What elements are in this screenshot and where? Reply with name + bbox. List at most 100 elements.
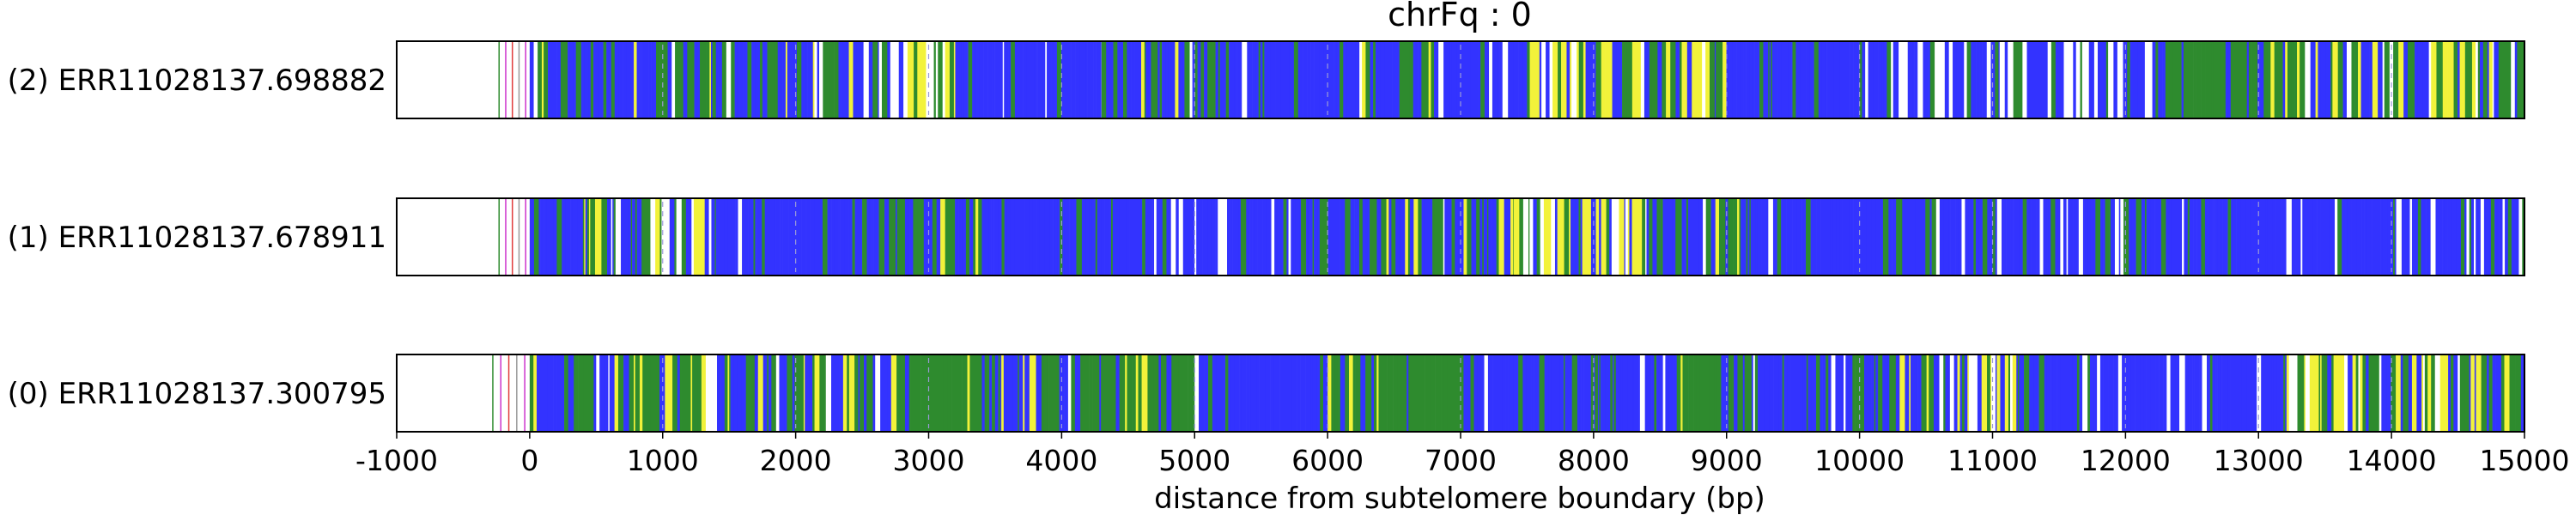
- repeat-stripe: [1765, 354, 1771, 432]
- repeat-stripe: [2295, 198, 2300, 276]
- repeat-stripe: [1736, 41, 1741, 118]
- repeat-stripe: [1502, 41, 1509, 118]
- repeat-stripe: [2251, 41, 2257, 118]
- repeat-stripe: [2196, 41, 2202, 118]
- repeat-stripe: [1062, 198, 1066, 276]
- repeat-stripe: [2029, 354, 2034, 432]
- repeat-stripe: [1864, 354, 1869, 432]
- repeat-stripe: [1486, 198, 1489, 276]
- repeat-stripe: [1249, 198, 1253, 276]
- repeat-stripe: [544, 41, 549, 118]
- repeat-stripe: [1432, 198, 1436, 276]
- repeat-stripe: [1262, 354, 1266, 432]
- repeat-stripe: [1227, 198, 1230, 276]
- repeat-stripe: [2464, 198, 2467, 276]
- repeat-stripe: [1219, 354, 1224, 432]
- repeat-stripe: [1312, 354, 1317, 432]
- repeat-stripe: [2511, 41, 2516, 118]
- repeat-stripe: [2330, 41, 2333, 118]
- repeat-stripe: [1444, 198, 1449, 276]
- repeat-stripe: [2502, 198, 2506, 276]
- repeat-stripe: [1316, 354, 1321, 432]
- repeat-stripe: [940, 198, 946, 276]
- repeat-stripe: [1418, 354, 1421, 432]
- x-tick-label: 5000: [1158, 444, 1230, 477]
- repeat-stripe: [1875, 198, 1878, 276]
- repeat-stripe: [762, 198, 765, 276]
- repeat-stripe: [552, 41, 557, 118]
- repeat-stripe: [2305, 354, 2308, 432]
- repeat-stripe: [1905, 41, 1909, 118]
- repeat-stripe: [1626, 41, 1633, 118]
- repeat-stripe: [1919, 198, 1926, 276]
- repeat-stripe: [2265, 354, 2269, 432]
- repeat-stripe: [573, 41, 576, 118]
- repeat-stripe: [1821, 198, 1827, 276]
- repeat-stripe: [2280, 354, 2284, 432]
- repeat-stripe: [1208, 354, 1213, 432]
- repeat-stripe: [1131, 41, 1134, 118]
- repeat-stripe: [1699, 354, 1705, 432]
- repeat-stripe: [908, 198, 910, 276]
- repeat-stripe: [1293, 198, 1296, 276]
- repeat-stripe: [1907, 41, 1913, 118]
- repeat-stripe: [1959, 198, 1962, 276]
- repeat-stripe: [1844, 354, 1846, 432]
- repeat-stripe: [1134, 41, 1137, 118]
- repeat-stripe: [1044, 198, 1051, 276]
- repeat-stripe: [544, 198, 547, 276]
- repeat-stripe: [1780, 354, 1783, 432]
- repeat-stripe: [2291, 41, 2295, 118]
- repeat-stripe: [1900, 41, 1904, 118]
- repeat-stripe: [2458, 41, 2460, 118]
- repeat-stripe: [582, 198, 585, 276]
- repeat-stripe: [1656, 354, 1662, 432]
- repeat-stripe: [1723, 41, 1727, 118]
- repeat-stripe: [2246, 41, 2250, 118]
- repeat-stripe: [2087, 198, 2092, 276]
- repeat-stripe: [2358, 41, 2361, 118]
- repeat-stripe: [1619, 198, 1625, 276]
- repeat-stripe: [1759, 41, 1764, 118]
- repeat-stripe: [1750, 198, 1754, 276]
- repeat-stripe: [1393, 354, 1398, 432]
- repeat-stripe: [1275, 41, 1282, 118]
- repeat-stripe: [1899, 41, 1902, 118]
- repeat-stripe: [1631, 198, 1638, 276]
- repeat-stripe: [1144, 354, 1148, 432]
- repeat-stripe: [1675, 41, 1680, 118]
- repeat-stripe: [2052, 354, 2057, 432]
- repeat-stripe: [1575, 198, 1579, 276]
- repeat-stripe: [2482, 41, 2488, 118]
- repeat-stripe: [1048, 354, 1054, 432]
- repeat-stripe: [1917, 354, 1922, 432]
- repeat-stripe: [1084, 354, 1090, 432]
- repeat-stripe: [1249, 354, 1252, 432]
- repeat-stripe: [1095, 198, 1098, 276]
- repeat-stripe: [1119, 354, 1122, 432]
- repeat-stripe: [2436, 41, 2440, 118]
- repeat-stripe: [1176, 198, 1180, 276]
- repeat-stripe: [1034, 41, 1037, 118]
- repeat-stripe: [2470, 354, 2476, 432]
- repeat-stripe: [1421, 41, 1427, 118]
- repeat-stripe: [986, 198, 988, 276]
- repeat-stripe: [1737, 198, 1740, 276]
- repeat-stripe: [2453, 41, 2458, 118]
- repeat-stripe: [2474, 198, 2476, 276]
- repeat-stripe: [1230, 198, 1233, 276]
- repeat-stripe: [1256, 354, 1260, 432]
- repeat-stripe: [656, 41, 660, 118]
- repeat-stripe: [1382, 354, 1386, 432]
- repeat-stripe: [1327, 41, 1334, 118]
- repeat-stripe: [992, 41, 995, 118]
- repeat-stripe: [2487, 354, 2489, 432]
- repeat-stripe: [1777, 41, 1782, 118]
- x-tick-label: 8000: [1558, 444, 1630, 477]
- repeat-stripe: [1649, 198, 1653, 276]
- repeat-stripe: [866, 354, 871, 432]
- repeat-stripe: [2268, 41, 2270, 118]
- repeat-stripe: [2104, 41, 2107, 118]
- repeat-stripe: [2507, 198, 2512, 276]
- repeat-stripe: [1504, 198, 1507, 276]
